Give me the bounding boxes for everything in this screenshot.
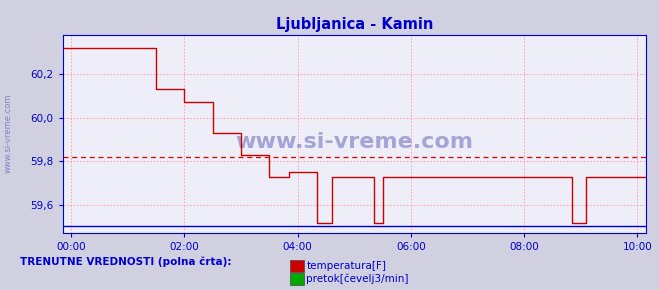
Text: temperatura[F]: temperatura[F] bbox=[306, 261, 386, 271]
Text: www.si-vreme.com: www.si-vreme.com bbox=[235, 132, 473, 152]
Title: Ljubljanica - Kamin: Ljubljanica - Kamin bbox=[275, 17, 433, 32]
Text: TRENUTNE VREDNOSTI (polna črta):: TRENUTNE VREDNOSTI (polna črta): bbox=[20, 257, 231, 267]
Text: www.si-vreme.com: www.si-vreme.com bbox=[3, 94, 13, 173]
Text: pretok[čevelj3/min]: pretok[čevelj3/min] bbox=[306, 274, 409, 284]
